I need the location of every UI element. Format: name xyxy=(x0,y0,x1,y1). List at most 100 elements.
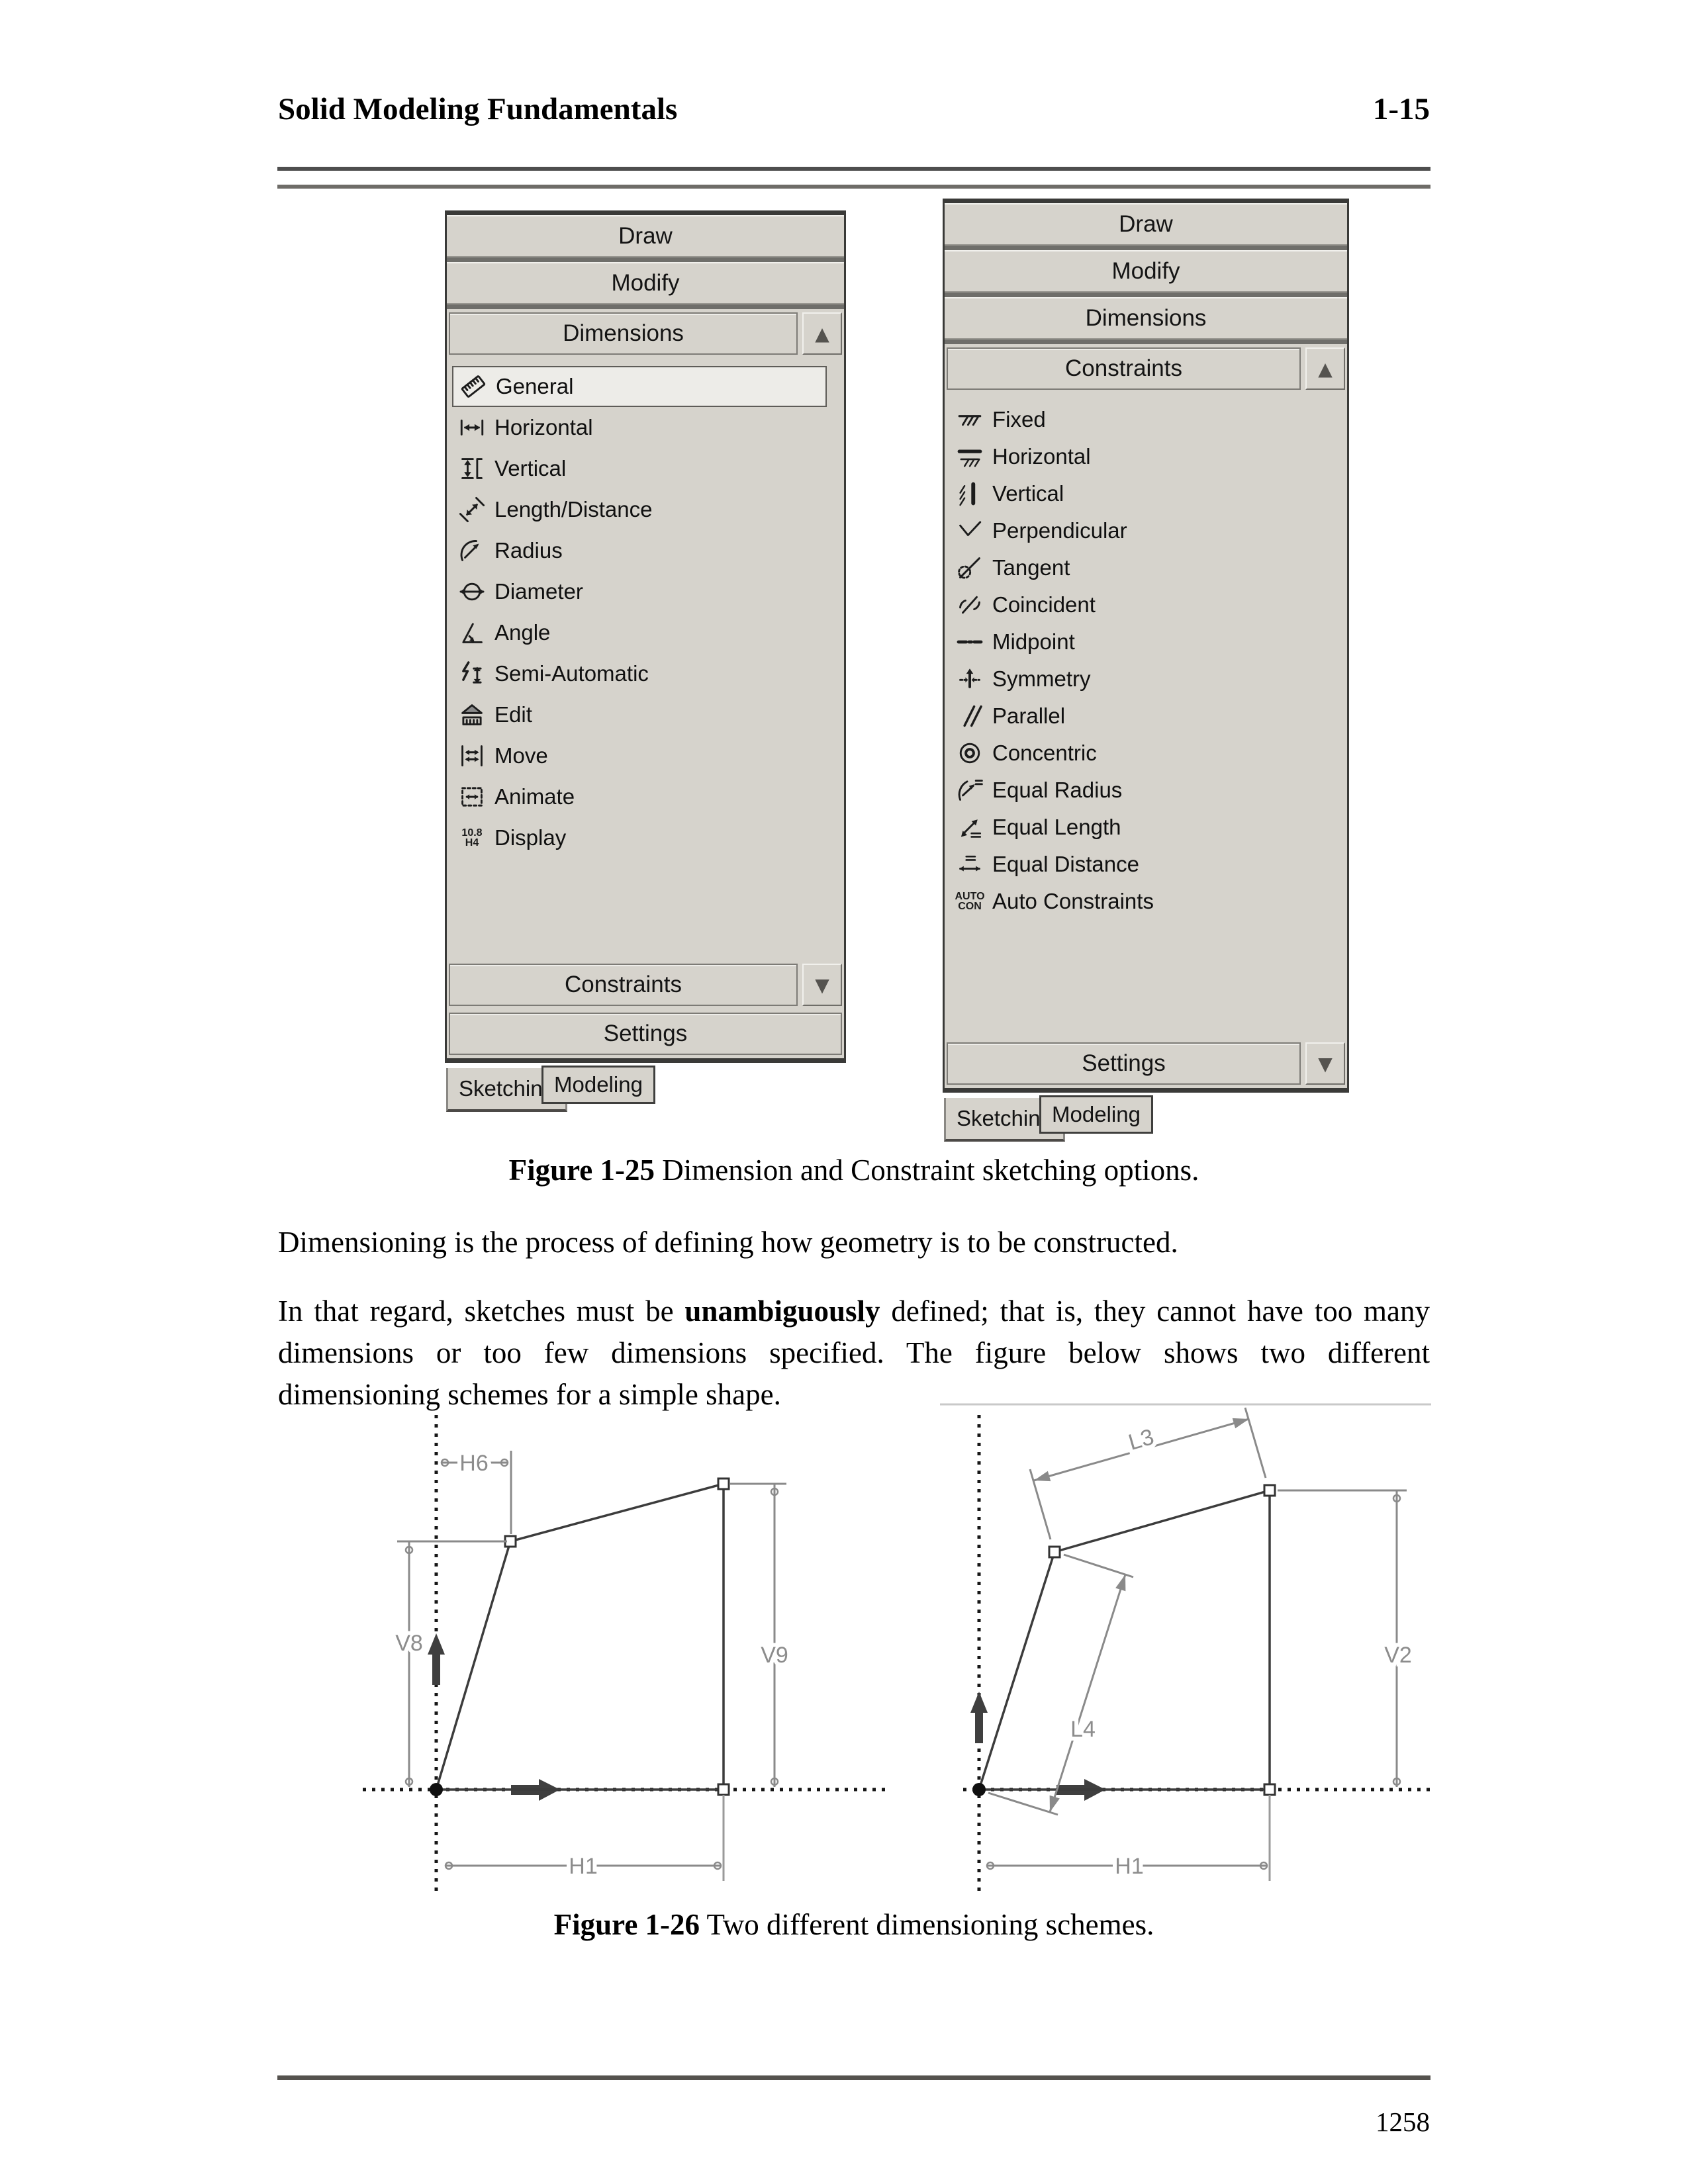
dim-label-h6: H6 xyxy=(459,1451,488,1476)
tool-item-move[interactable]: Move xyxy=(452,735,840,776)
radius-icon xyxy=(456,535,488,567)
section-header-modify[interactable]: Modify xyxy=(447,262,844,304)
section-separator xyxy=(945,340,1347,344)
tool-item-tangent[interactable]: Tangent xyxy=(950,549,1343,586)
equal-length-icon xyxy=(954,811,986,843)
section-row-constraints: Constraints ▲ xyxy=(947,347,1345,390)
footer-rule xyxy=(277,2075,1430,2080)
dimensioning-scheme-left: H6 V8 V9 H1 xyxy=(363,1415,890,1894)
tool-item-horizontal[interactable]: Horizontal xyxy=(950,438,1343,475)
tool-item-general[interactable]: General xyxy=(452,366,827,407)
tool-item-display[interactable]: 10.8 H4 Display xyxy=(452,817,840,858)
section-separator xyxy=(447,257,844,262)
tool-item-diameter[interactable]: Diameter xyxy=(452,571,840,612)
section-header-label: Settings xyxy=(603,1021,688,1046)
tool-item-equal-distance[interactable]: Equal Distance xyxy=(950,846,1343,883)
constraints-toolbox-tabs: Sketching Modeling xyxy=(943,1093,1349,1142)
figure-1-25-caption-label: Figure 1-25 xyxy=(508,1154,655,1187)
section-header-label: Draw xyxy=(1119,211,1173,237)
tool-item-label: Tangent xyxy=(992,555,1070,580)
scroll-up-button[interactable]: ▲ xyxy=(802,312,842,355)
section-header-settings[interactable]: Settings xyxy=(449,1013,842,1055)
tool-item-angle[interactable]: Angle xyxy=(452,612,840,653)
scroll-up-button[interactable]: ▲ xyxy=(1305,347,1345,390)
section-header-label: Constraints xyxy=(564,972,682,997)
section-header-label: Modify xyxy=(611,270,680,296)
dim-label-l4: L4 xyxy=(1070,1717,1096,1742)
parallel-icon xyxy=(954,700,986,732)
section-header-modify[interactable]: Modify xyxy=(945,250,1347,293)
tab-modeling[interactable]: Modeling xyxy=(1039,1095,1153,1134)
tool-item-animate[interactable]: Animate xyxy=(452,776,840,817)
tool-item-label: Perpendicular xyxy=(992,518,1127,543)
paragraph-2: In that regard, sketches must be unambig… xyxy=(278,1291,1430,1416)
auto-constraints-icon: AUTO CON xyxy=(954,886,986,917)
horizontal-dimension-icon xyxy=(456,412,488,443)
tangent-icon xyxy=(954,552,986,584)
section-header-draw[interactable]: Draw xyxy=(945,203,1347,246)
tool-item-label: Midpoint xyxy=(992,629,1075,654)
tool-item-equal-radius[interactable]: Equal Radius xyxy=(950,772,1343,809)
fixed-constraint-icon xyxy=(954,404,986,435)
scroll-down-button[interactable]: ▼ xyxy=(802,964,842,1006)
section-page-ref: 1-15 xyxy=(1372,92,1430,126)
diameter-icon xyxy=(456,576,488,608)
dim-label-h1-left: H1 xyxy=(569,1854,597,1879)
section-header-constraints[interactable]: Constraints xyxy=(947,347,1301,390)
tool-item-symmetry[interactable]: Symmetry xyxy=(950,660,1343,698)
dim-label-h1-right: H1 xyxy=(1115,1854,1143,1879)
move-dimension-icon xyxy=(456,740,488,772)
paragraph-2-bold: unambiguously xyxy=(684,1295,880,1328)
section-header-draw[interactable]: Draw xyxy=(447,215,844,257)
angle-icon xyxy=(456,617,488,649)
tab-modeling[interactable]: Modeling xyxy=(541,1066,655,1104)
panel-empty-space xyxy=(447,858,844,960)
equal-distance-icon xyxy=(954,848,986,880)
tool-item-semi-automatic[interactable]: Semi-Automatic xyxy=(452,653,840,694)
tool-item-label: Semi-Automatic xyxy=(494,661,649,686)
section-header-constraints[interactable]: Constraints xyxy=(449,964,798,1006)
paragraph-2-after: defined; that is, they cannot have too m… xyxy=(278,1295,1430,1411)
tool-list: General Horizontal Vertical Length/Distance… xyxy=(447,358,844,858)
tool-item-fixed[interactable]: Fixed xyxy=(950,401,1343,438)
general-dimension-icon xyxy=(457,371,489,402)
dimensioning-scheme-right: L3 L4 V2 H1 xyxy=(963,1407,1433,1894)
figure-1-25-caption: Figure 1-25 Dimension and Constraint ske… xyxy=(278,1153,1430,1187)
semi-automatic-icon xyxy=(456,658,488,690)
figure-1-26-caption-label: Figure 1-26 xyxy=(553,1908,700,1941)
tool-item-equal-length[interactable]: Equal Length xyxy=(950,809,1343,846)
equal-radius-icon xyxy=(954,774,986,806)
dim-label-v2: V2 xyxy=(1384,1643,1412,1668)
tool-item-perpendicular[interactable]: Perpendicular xyxy=(950,512,1343,549)
perpendicular-icon xyxy=(954,515,986,547)
tool-item-label: Edit xyxy=(494,702,532,727)
tool-item-auto-constraints[interactable]: AUTO CON Auto Constraints xyxy=(950,883,1343,920)
section-header-settings[interactable]: Settings xyxy=(947,1042,1301,1085)
section-header-label: Modify xyxy=(1111,258,1180,284)
tool-item-length-distance[interactable]: Length/Distance xyxy=(452,489,840,530)
tool-item-horizontal[interactable]: Horizontal xyxy=(452,407,840,448)
triangle-down-icon: ▼ xyxy=(815,974,829,996)
tool-item-edit[interactable]: Edit xyxy=(452,694,840,735)
section-separator xyxy=(447,304,844,309)
scroll-down-button[interactable]: ▼ xyxy=(1305,1042,1345,1085)
tool-item-label: Move xyxy=(494,743,548,768)
tool-item-vertical[interactable]: Vertical xyxy=(452,448,840,489)
tool-item-midpoint[interactable]: Midpoint xyxy=(950,623,1343,660)
tool-item-concentric[interactable]: Concentric xyxy=(950,735,1343,772)
tool-item-label: Equal Radius xyxy=(992,778,1123,802)
section-header-dimensions[interactable]: Dimensions xyxy=(449,312,798,355)
tool-item-radius[interactable]: Radius xyxy=(452,530,840,571)
tool-item-parallel[interactable]: Parallel xyxy=(950,698,1343,735)
tool-item-label: Angle xyxy=(494,620,551,645)
section-separator xyxy=(945,246,1347,250)
tool-item-label: Vertical xyxy=(992,481,1064,506)
tool-item-coincident[interactable]: Coincident xyxy=(950,586,1343,623)
tool-item-label: Coincident xyxy=(992,592,1096,617)
tool-item-vertical[interactable]: Vertical xyxy=(950,475,1343,512)
header-rule-1 xyxy=(277,167,1430,171)
section-row-constraints: Constraints ▼ xyxy=(449,964,842,1006)
tool-item-label: Parallel xyxy=(992,704,1066,728)
section-header-dimensions[interactable]: Dimensions xyxy=(945,297,1347,340)
